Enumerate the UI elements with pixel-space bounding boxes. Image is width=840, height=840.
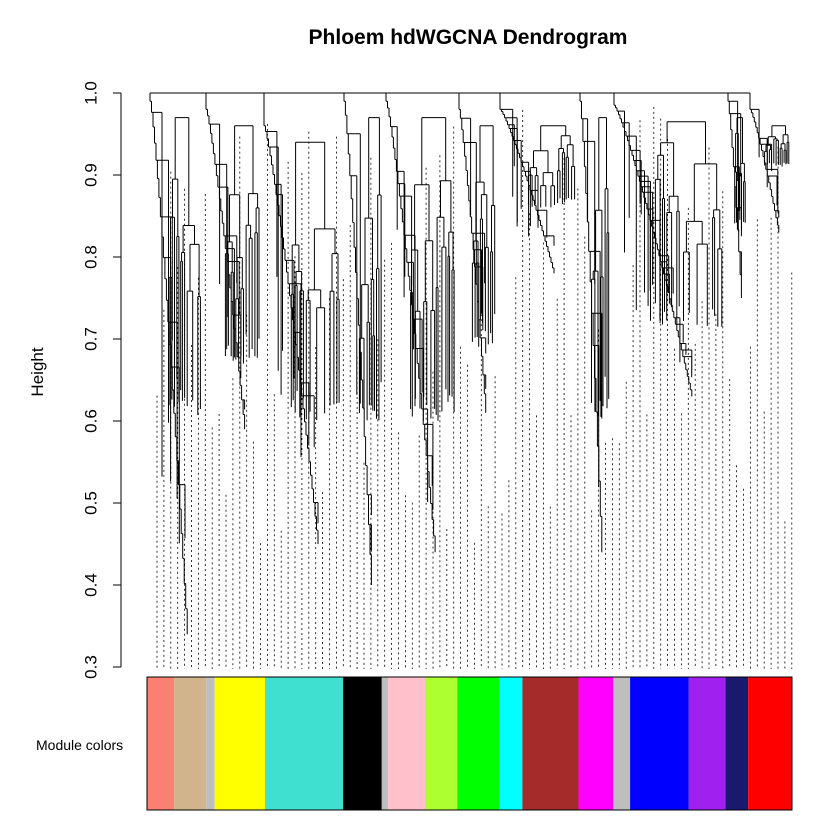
y-axis: 0.3 0.4 0.5 0.6 0.7 0.8 0.9 1.0	[81, 81, 122, 679]
module-segment-2	[206, 677, 215, 810]
y-axis-label: Height	[28, 347, 47, 396]
y-tick-label-1: 0.4	[81, 573, 100, 597]
module-segment-5	[343, 677, 382, 810]
module-color-bar	[146, 676, 793, 811]
module-segment-8	[424, 677, 458, 810]
y-tick-label-4: 0.7	[81, 327, 100, 351]
dendrogram-tree	[149, 92, 790, 635]
module-segment-6	[381, 677, 389, 810]
module-segment-9	[457, 677, 500, 810]
module-segment-7	[388, 677, 425, 810]
module-segment-15	[688, 677, 726, 810]
module-segment-3	[214, 677, 266, 810]
leaf-guide-lines	[156, 106, 793, 669]
dendrogram-branches	[149, 92, 790, 635]
module-segment-4	[265, 677, 344, 810]
module-segment-16	[725, 677, 749, 810]
module-bar-frame	[146, 676, 793, 811]
module-segment-12	[578, 677, 614, 810]
y-tick-label-0: 0.3	[81, 655, 100, 679]
dendrogram-leaf-guides	[156, 106, 793, 669]
y-tick-label-7: 1.0	[81, 81, 100, 105]
module-segment-11	[522, 677, 579, 810]
module-segment-17	[748, 677, 792, 810]
module-segment-0	[147, 677, 175, 810]
module-segment-14	[630, 677, 689, 810]
y-tick-label-2: 0.5	[81, 491, 100, 515]
y-tick-label-6: 0.9	[81, 163, 100, 187]
chart-title: Phloem hdWGCNA Dendrogram	[309, 26, 628, 49]
module-colors-label: Module colors	[36, 737, 123, 753]
module-segment-10	[499, 677, 523, 810]
module-segment-13	[613, 677, 631, 810]
y-tick-label-5: 0.8	[81, 245, 100, 269]
module-segment-1	[174, 677, 207, 810]
y-tick-label-3: 0.6	[81, 409, 100, 433]
